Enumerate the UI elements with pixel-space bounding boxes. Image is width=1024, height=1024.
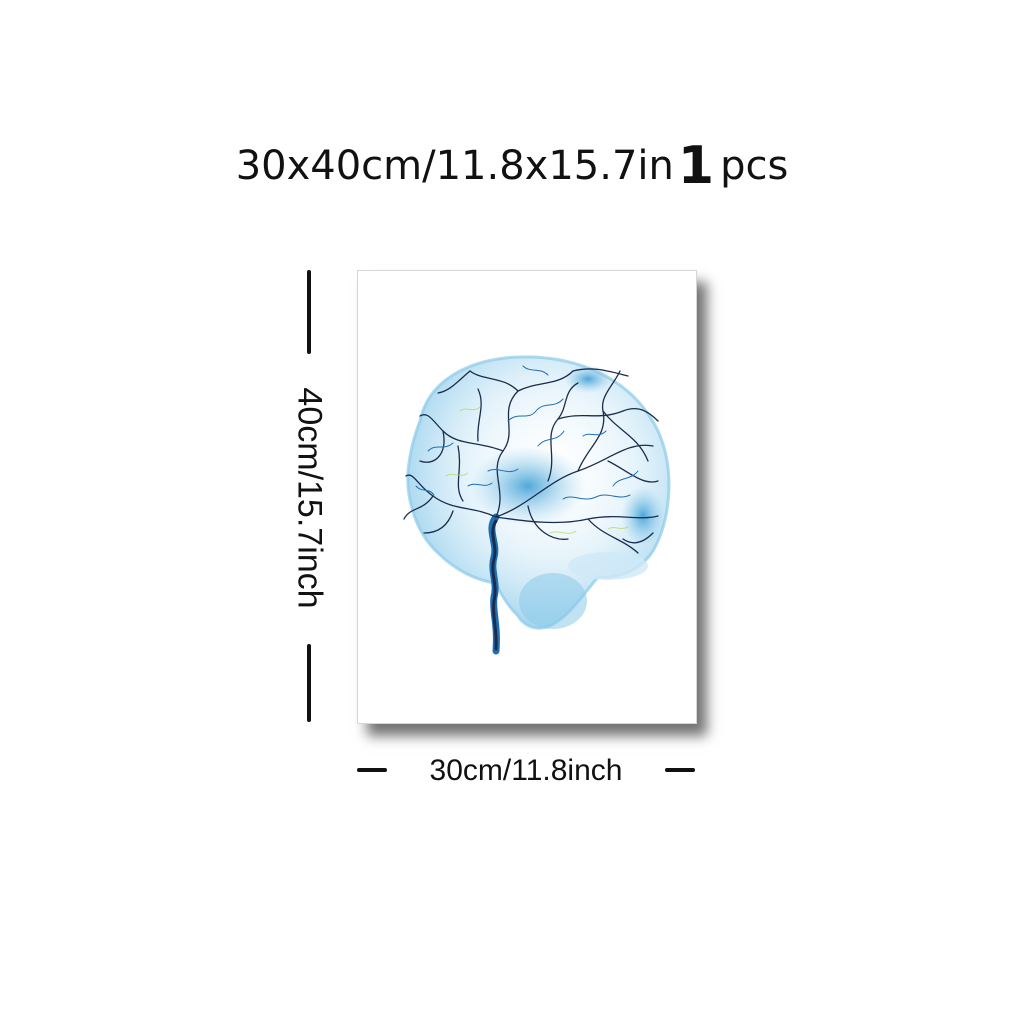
- deep-wash-top: [564, 365, 612, 393]
- width-dimension-line-right: [665, 768, 695, 772]
- height-dimension-line-top: [307, 270, 311, 354]
- quantity-number: 1: [677, 136, 715, 196]
- quantity-unit: pcs: [720, 143, 789, 189]
- size-headline: 30x40cm/11.8x15.7in1 pcs: [0, 136, 1024, 196]
- deep-wash-right: [621, 486, 665, 546]
- height-dimension-label: 40cm/15.7inch: [290, 387, 329, 609]
- size-text: 30x40cm/11.8x15.7in: [235, 143, 674, 189]
- brain-vessel-artwork: [403, 355, 671, 655]
- width-dimension-label: 30cm/11.8inch: [429, 754, 623, 787]
- width-dimension-line-left: [357, 768, 387, 772]
- vessel-accents: [445, 406, 629, 534]
- main-artery-core: [491, 519, 498, 651]
- cerebellum-wash: [519, 573, 587, 629]
- height-dimension-line-bottom: [307, 644, 311, 722]
- vessel-network: [403, 368, 659, 554]
- vessel-branches: [415, 365, 639, 500]
- lower-wash: [568, 552, 648, 580]
- poster-canvas: [357, 270, 697, 724]
